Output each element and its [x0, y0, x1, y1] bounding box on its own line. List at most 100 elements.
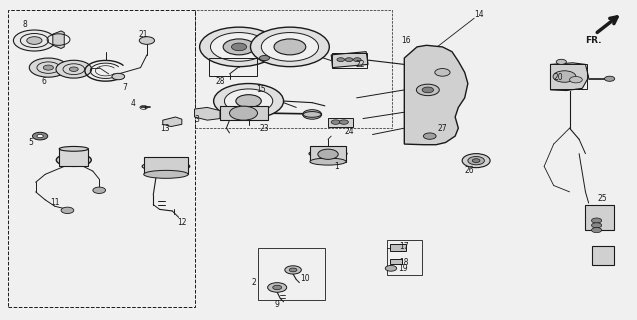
Text: 13: 13: [160, 124, 169, 133]
Circle shape: [229, 106, 257, 120]
Bar: [59, 149, 89, 166]
Circle shape: [417, 84, 440, 96]
Circle shape: [337, 58, 345, 61]
Circle shape: [69, 67, 78, 71]
Text: 16: 16: [401, 36, 411, 45]
Bar: [220, 106, 268, 120]
Bar: [144, 157, 188, 174]
Circle shape: [223, 39, 255, 55]
Circle shape: [345, 58, 353, 61]
Ellipse shape: [144, 170, 188, 178]
Text: 11: 11: [50, 197, 59, 206]
Circle shape: [303, 110, 322, 119]
Ellipse shape: [309, 150, 347, 158]
Circle shape: [462, 154, 490, 168]
Circle shape: [592, 228, 602, 233]
Bar: [387, 240, 422, 275]
Text: FR.: FR.: [585, 36, 601, 45]
Circle shape: [140, 37, 155, 44]
Bar: [258, 248, 325, 300]
Text: 7: 7: [122, 83, 127, 92]
Circle shape: [27, 37, 42, 44]
Text: 12: 12: [177, 218, 187, 227]
Text: 9: 9: [275, 300, 280, 309]
Circle shape: [37, 134, 43, 138]
Text: 25: 25: [597, 194, 607, 203]
Polygon shape: [331, 52, 368, 68]
Circle shape: [331, 120, 340, 124]
Text: 17: 17: [399, 242, 409, 251]
Circle shape: [340, 120, 348, 124]
Circle shape: [468, 156, 484, 165]
Bar: [592, 246, 614, 265]
Bar: [332, 53, 367, 68]
Circle shape: [422, 87, 434, 93]
Polygon shape: [163, 117, 182, 126]
Circle shape: [13, 30, 55, 51]
Text: 8: 8: [22, 20, 27, 29]
Circle shape: [592, 218, 602, 223]
Circle shape: [556, 59, 566, 64]
Text: 19: 19: [398, 264, 408, 273]
Text: 4: 4: [131, 100, 135, 108]
Circle shape: [268, 283, 287, 292]
Circle shape: [112, 73, 125, 80]
Circle shape: [259, 55, 269, 60]
Circle shape: [199, 27, 278, 67]
Text: 2: 2: [251, 278, 256, 287]
Circle shape: [61, 207, 74, 213]
Ellipse shape: [310, 158, 346, 165]
Circle shape: [43, 65, 54, 70]
Circle shape: [210, 33, 268, 61]
Circle shape: [605, 76, 615, 81]
Bar: [8, 10, 194, 307]
Circle shape: [553, 71, 576, 82]
Circle shape: [261, 33, 318, 61]
Circle shape: [93, 187, 106, 194]
Text: 5: 5: [29, 138, 34, 147]
Polygon shape: [194, 108, 220, 120]
Text: 20: 20: [554, 73, 564, 82]
Polygon shape: [404, 45, 468, 145]
Text: 28: 28: [215, 77, 225, 86]
Circle shape: [424, 133, 436, 139]
Text: 1: 1: [334, 162, 339, 171]
Text: 15: 15: [257, 85, 266, 94]
Ellipse shape: [142, 162, 190, 171]
Circle shape: [435, 68, 450, 76]
Circle shape: [56, 60, 92, 78]
Text: 6: 6: [41, 77, 47, 86]
Text: 24: 24: [344, 127, 354, 136]
Circle shape: [354, 58, 361, 61]
Bar: [194, 10, 392, 128]
Circle shape: [285, 266, 301, 274]
Bar: [209, 58, 257, 76]
Circle shape: [318, 149, 338, 159]
Bar: [310, 146, 347, 162]
Text: 22: 22: [355, 60, 364, 69]
Bar: [550, 64, 587, 89]
Circle shape: [273, 285, 282, 290]
Circle shape: [592, 223, 602, 228]
Circle shape: [231, 43, 247, 51]
Text: 26: 26: [465, 166, 475, 175]
Bar: [390, 260, 402, 264]
Text: 3: 3: [194, 115, 199, 124]
Polygon shape: [550, 63, 589, 91]
Ellipse shape: [56, 154, 91, 166]
Circle shape: [236, 95, 261, 108]
Circle shape: [213, 84, 283, 119]
Circle shape: [289, 268, 297, 272]
Circle shape: [385, 266, 397, 271]
Text: 18: 18: [399, 258, 408, 267]
Ellipse shape: [59, 147, 89, 151]
Polygon shape: [53, 31, 64, 49]
Text: 23: 23: [260, 124, 269, 133]
Circle shape: [472, 159, 480, 163]
Circle shape: [274, 39, 306, 55]
Circle shape: [224, 89, 273, 113]
Circle shape: [32, 132, 48, 140]
Text: 27: 27: [438, 124, 447, 132]
Bar: [585, 204, 614, 230]
Text: 10: 10: [299, 274, 310, 283]
